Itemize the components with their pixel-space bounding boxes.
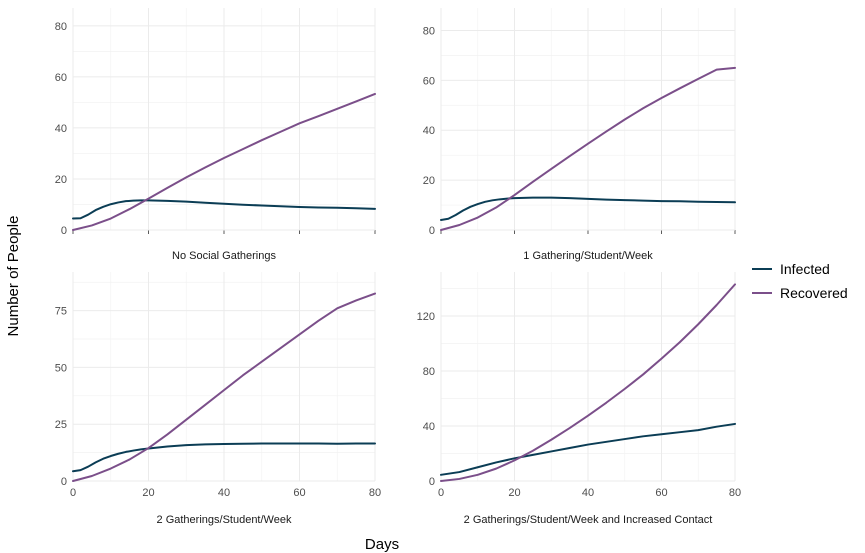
y-tick-label: 80 (423, 25, 435, 37)
y-tick-label: 40 (423, 421, 435, 433)
y-tick-label: 50 (55, 362, 67, 374)
series-line-infected (72, 199, 376, 220)
x-tick-label: 60 (655, 487, 667, 499)
series-line-infected (440, 196, 736, 222)
y-axis-title: Number of People (5, 216, 22, 337)
series-line-infected (72, 442, 376, 473)
y-tick-label: 25 (55, 419, 67, 431)
series-line-infected (440, 422, 736, 476)
y-tick-label: 120 (417, 311, 435, 323)
panel-1: 0 20 40 60 80 No Social Gatherings (55, 8, 376, 262)
panel-title: 2 Gatherings/Student/Week and Increased … (464, 514, 713, 526)
series-line-recovered (440, 283, 736, 482)
panel-2: 0 20 40 60 80 1 Gathering/Student/Week (423, 8, 736, 262)
x-tick-label: 0 (438, 487, 444, 499)
x-tick-label: 40 (218, 487, 230, 499)
legend-label-recovered: Recovered (780, 285, 848, 301)
panel-4: 0 20 40 60 80 0 40 80 120 2 Gatherings/Student/We… (417, 272, 741, 526)
y-tick-label: 0 (61, 225, 67, 237)
y-tick-label: 60 (55, 72, 67, 84)
panel-title: 1 Gathering/Student/Week (523, 250, 653, 262)
series-line-recovered (72, 92, 376, 231)
x-tick-label: 20 (508, 487, 520, 499)
y-tick-label: 40 (423, 125, 435, 137)
x-tick-label: 80 (369, 487, 381, 499)
y-tick-label: 0 (61, 476, 67, 488)
x-tick-label: 80 (729, 487, 741, 499)
x-tick-label: 0 (70, 487, 76, 499)
y-tick-label: 60 (423, 75, 435, 87)
x-axis-title: Days (365, 536, 399, 553)
x-tick-label: 20 (142, 487, 154, 499)
y-tick-label: 80 (423, 366, 435, 378)
y-tick-label: 40 (55, 123, 67, 135)
panel-title: 2 Gatherings/Student/Week (157, 514, 292, 526)
y-tick-label: 20 (55, 174, 67, 186)
y-tick-label: 80 (55, 21, 67, 33)
series-line-recovered (440, 66, 736, 231)
panel-title: No Social Gatherings (172, 250, 276, 262)
x-tick-label: 40 (582, 487, 594, 499)
series-line-recovered (72, 292, 376, 482)
legend: Infected Recovered (752, 261, 848, 301)
y-tick-label: 20 (423, 175, 435, 187)
legend-label-infected: Infected (780, 261, 830, 277)
y-tick-label: 0 (429, 225, 435, 237)
x-tick-label: 60 (293, 487, 305, 499)
panel-3: 0 20 40 60 80 0 25 50 75 2 Gatherings/Student/Wee… (55, 272, 381, 526)
y-tick-label: 75 (55, 306, 67, 318)
y-tick-label: 0 (429, 476, 435, 488)
